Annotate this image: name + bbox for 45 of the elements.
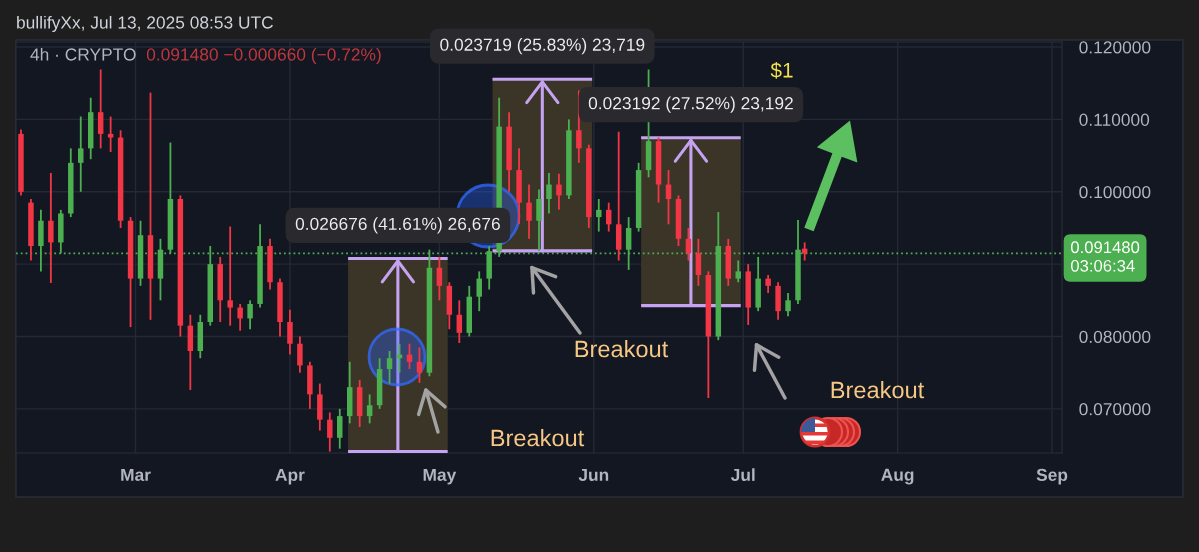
x-tick-label: Sep	[1036, 468, 1068, 485]
x-tick-label: Jul	[730, 468, 755, 482]
candlestick	[247, 299, 253, 331]
annotation: Breakout	[491, 428, 585, 447]
y-tick-label: 0.080000	[1079, 330, 1151, 343]
x-tick-label: Apr	[275, 468, 305, 485]
candlestick	[327, 411, 333, 453]
x-tick-label: May	[423, 468, 457, 485]
candlestick	[456, 299, 463, 344]
chart-subtitle: 0.091480 −0.000660 (−0.72%)	[146, 47, 381, 65]
candlestick	[107, 115, 114, 153]
x-tick-label: Aug	[881, 468, 914, 485]
annotation: Breakout	[575, 339, 669, 358]
text: bullifyXx, Jul 13, 2025 08:53 UTC	[17, 15, 273, 33]
x-tick-label: Mar	[121, 468, 151, 482]
annotation: Breakout	[831, 380, 925, 399]
candlestick	[48, 172, 54, 284]
candlestick	[237, 303, 243, 332]
candlestick	[536, 188, 542, 253]
candlestick	[556, 172, 562, 211]
y-tick-label: 0.100000	[1079, 185, 1151, 199]
candlestick	[785, 292, 791, 318]
candlestick	[625, 216, 632, 271]
candlestick	[78, 115, 84, 193]
annotation: 0.023192 (27.52%) 23,192	[588, 96, 793, 113]
candlestick	[227, 225, 233, 327]
candlestick	[576, 89, 582, 164]
y-tick-label: 0.120000	[1079, 41, 1151, 54]
candlestick	[337, 407, 343, 450]
candlestick	[596, 198, 602, 233]
candlestick	[476, 270, 482, 313]
candlestick	[287, 308, 293, 356]
candlestick	[297, 335, 303, 374]
annotation: 0.023719 (25.83%) 23,719	[440, 38, 645, 55]
y-tick-label: 0.110000	[1079, 113, 1150, 126]
annotation: 0.026676 (41.61%) 26,676	[295, 217, 500, 234]
candlestick	[546, 172, 552, 215]
x-tick-label: Jun	[578, 468, 609, 482]
chart-title: 4h · CRYPTO	[30, 47, 136, 61]
y-tick-label: 0.070000	[1079, 403, 1151, 416]
candlestick	[97, 68, 104, 150]
candlestick	[765, 274, 771, 294]
ref-line-label: 0.091480 03:06:34	[1070, 241, 1140, 272]
annotation: $1	[770, 61, 793, 79]
candlestick	[526, 183, 532, 240]
